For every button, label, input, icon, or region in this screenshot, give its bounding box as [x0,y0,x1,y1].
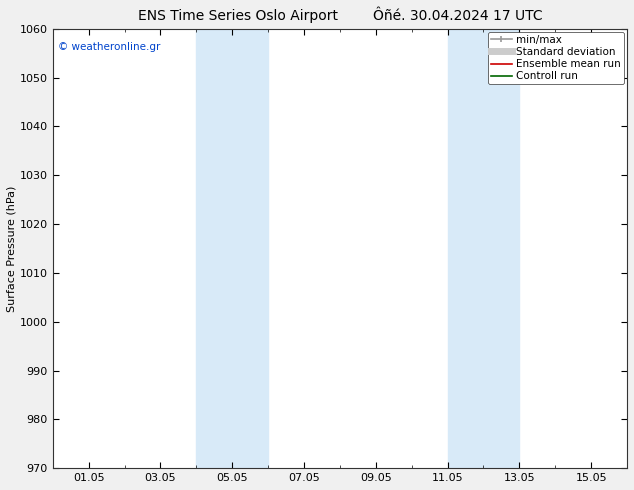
Legend: min/max, Standard deviation, Ensemble mean run, Controll run: min/max, Standard deviation, Ensemble me… [488,32,624,84]
Bar [197,29,268,468]
Title: ENS Time Series Oslo Airport        Ôñé. 30.04.2024 17 UTC: ENS Time Series Oslo Airport Ôñé. 30.04.… [138,7,542,24]
Y-axis label: Surface Pressure (hPa): Surface Pressure (hPa) [7,185,17,312]
Bar [448,29,519,468]
Text: © weatheronline.gr: © weatheronline.gr [58,42,161,52]
